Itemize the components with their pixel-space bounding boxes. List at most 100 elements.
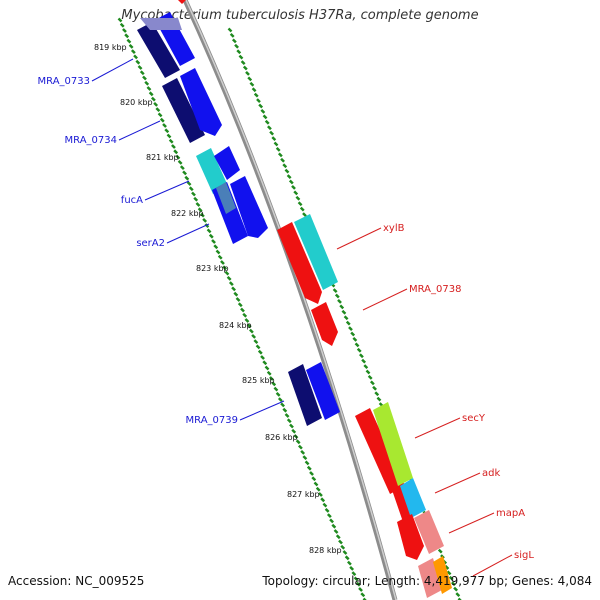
tick-mark [244, 318, 250, 323]
tick-mark [142, 75, 147, 81]
tick-mark [374, 391, 380, 397]
tick-mark [240, 307, 245, 313]
tick-mark [204, 223, 210, 229]
tick-mark [197, 207, 203, 213]
gene-leader-line [472, 554, 513, 577]
tick-mark [133, 54, 138, 60]
gene-adk-arrows[interactable] [392, 478, 426, 522]
gene-mra0733-arrows[interactable] [137, 12, 195, 78]
gene-leader-line [144, 180, 190, 201]
tick-mark [369, 380, 375, 386]
gene-leader-line [448, 512, 495, 534]
tick-mark [291, 185, 296, 190]
tick-mark [309, 471, 314, 476]
gene-mra0734-arrows[interactable] [162, 68, 222, 143]
tick-mark [117, 17, 123, 23]
tick-mark [339, 304, 345, 310]
tick-mark [372, 385, 377, 391]
tick-mark [331, 523, 337, 529]
tick-mark [238, 54, 244, 60]
tick-mark [173, 149, 179, 155]
tick-mark [220, 260, 225, 265]
tick-mark [362, 597, 367, 600]
tick-mark [277, 397, 283, 403]
gene-label-mra0739[interactable]: MRA_0739 [186, 415, 238, 426]
tick-mark [126, 38, 132, 44]
tick-mark [184, 175, 190, 181]
gene-label-xylb[interactable]: xylB [383, 223, 405, 234]
tick-mark [313, 481, 319, 487]
tick-mark [333, 529, 339, 534]
gene-label-mra0734[interactable]: MRA_0734 [65, 135, 117, 146]
tick-mark [341, 309, 347, 315]
gene-label-mra0733[interactable]: MRA_0733 [38, 76, 90, 87]
tick-mark [365, 369, 371, 375]
tick-mark [128, 43, 134, 49]
tick-mark [326, 513, 332, 519]
kbp-label: 821 kbp [146, 153, 179, 162]
tick-mark [188, 186, 194, 192]
tick-mark [345, 320, 351, 326]
gene-fuca-arrows[interactable] [196, 146, 240, 194]
gene-label-mapa[interactable]: mapA [496, 508, 525, 519]
gene-sera2-arrows[interactable] [212, 176, 268, 244]
tick-mark [124, 33, 130, 39]
tick-mark [251, 87, 257, 93]
kbp-label: 819 kbp [94, 43, 127, 52]
tick-mark [289, 423, 294, 429]
gene-label-sera2[interactable]: serA2 [136, 238, 165, 249]
tick-mark [271, 136, 277, 141]
tick-mark [286, 174, 292, 179]
gene-sigl-arrows[interactable] [418, 556, 452, 598]
tick-mark [324, 507, 330, 513]
gene-leader-line [118, 120, 161, 141]
gene-label-secy[interactable]: secY [462, 413, 486, 424]
tick-mark [275, 391, 281, 397]
tick-mark [284, 413, 290, 418]
tick-mark [320, 497, 326, 503]
tick-mark [329, 518, 334, 524]
tick-mark [280, 157, 285, 163]
gene-mra0739-arrows[interactable] [288, 362, 340, 426]
gene-mapa-arrows[interactable] [397, 510, 444, 560]
tick-mark [282, 407, 288, 413]
tick-mark [227, 27, 233, 33]
tick-mark [267, 125, 272, 131]
gene-secy-arrows[interactable] [355, 402, 413, 494]
tick-mark [359, 353, 364, 359]
gene-label-mra0738[interactable]: MRA_0738 [409, 284, 461, 295]
tick-mark [222, 265, 228, 271]
tick-mark [284, 168, 290, 174]
gene-leader-line [414, 417, 461, 439]
tick-mark [255, 344, 261, 350]
tick-mark [260, 109, 266, 114]
topology-text: Topology: circular; Length: 4,419,977 bp… [262, 574, 592, 588]
kbp-label: 820 kbp [120, 98, 153, 107]
tick-mark [157, 112, 163, 118]
kbp-label: 826 kbp [265, 433, 298, 442]
kbp-label: 824 kbp [219, 321, 252, 330]
gene-label-sigl[interactable]: sigL [514, 550, 534, 561]
tick-mark [215, 249, 221, 255]
tick-mark [293, 190, 299, 196]
tick-mark [282, 163, 288, 169]
gene-label-adk[interactable]: adk [482, 468, 500, 479]
tick-mark [358, 587, 363, 592]
tick-mark [256, 98, 261, 103]
gene-label-fuca[interactable]: fucA [121, 195, 143, 206]
gene-mra0738-arrows[interactable] [311, 302, 338, 346]
tick-mark [202, 217, 208, 223]
tick-mark [300, 449, 306, 455]
tick-mark [363, 364, 369, 369]
tick-mark [245, 71, 250, 76]
tick-mark [226, 275, 232, 281]
tick-mark [351, 571, 357, 577]
tick-mark [240, 60, 246, 65]
tick-mark [338, 539, 343, 545]
gene-xylb-arrows[interactable] [277, 214, 338, 304]
tick-mark [146, 86, 152, 91]
tick-mark [437, 548, 443, 554]
tick-mark [234, 43, 239, 49]
tick-mark [262, 114, 268, 120]
